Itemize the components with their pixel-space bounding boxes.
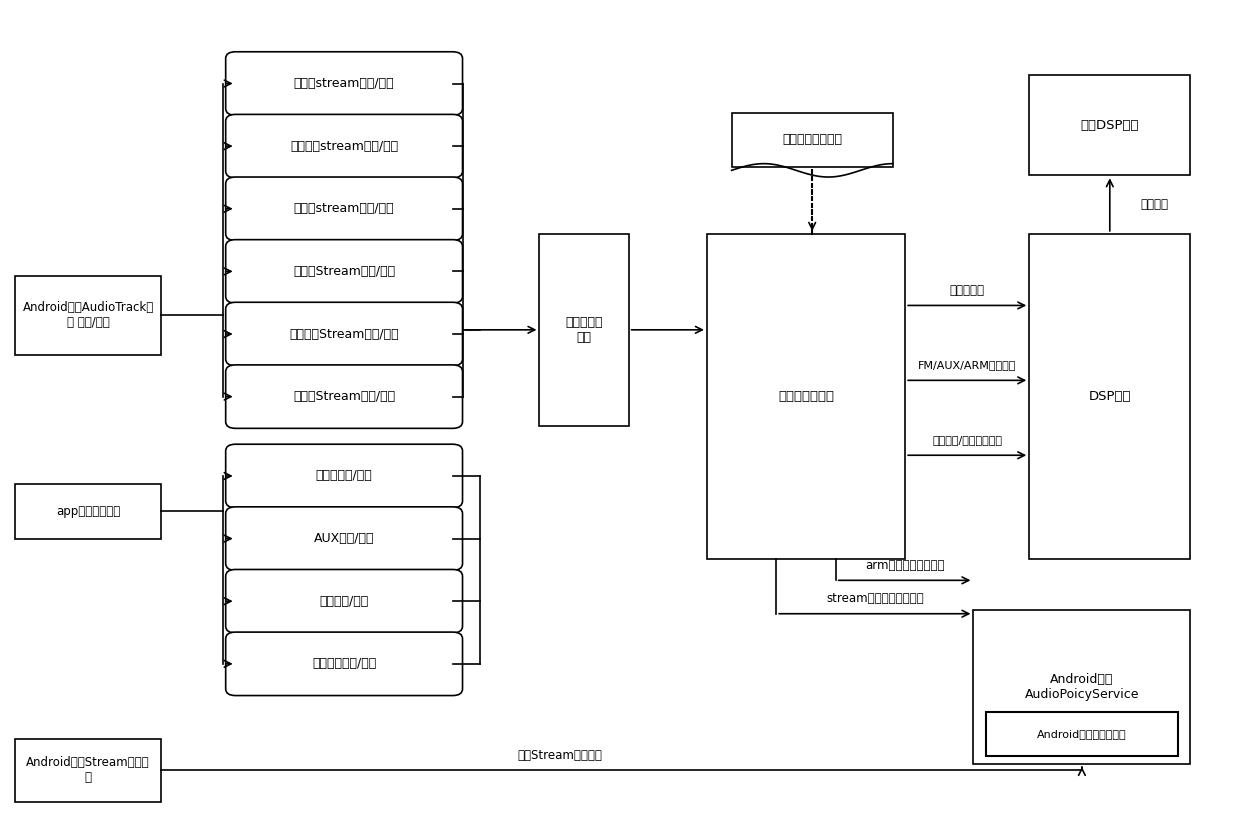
Text: 音源切换/输出通道切换: 音源切换/输出通道切换 (932, 435, 1002, 445)
Text: 媒体音Stream开始/结束: 媒体音Stream开始/结束 (293, 390, 396, 403)
Text: FM/AUX/ARM混音调节: FM/AUX/ARM混音调节 (918, 361, 1017, 370)
Text: 语音控制开始/结束: 语音控制开始/结束 (312, 657, 376, 671)
FancyBboxPatch shape (732, 113, 893, 167)
FancyBboxPatch shape (707, 234, 905, 559)
FancyBboxPatch shape (15, 276, 161, 355)
Text: 语音控制Stream开始/结束: 语音控制Stream开始/结束 (289, 327, 399, 341)
Text: stream音轨混音音量调节: stream音轨混音音量调节 (826, 592, 924, 605)
Text: 音频策略控制器: 音频策略控制器 (777, 390, 835, 403)
Text: 音频策略配置文件: 音频策略配置文件 (782, 134, 842, 146)
FancyBboxPatch shape (226, 569, 463, 633)
FancyBboxPatch shape (15, 484, 161, 539)
Text: arm设备输出设备选择: arm设备输出设备选择 (864, 559, 945, 572)
Text: DSP服务: DSP服务 (1089, 390, 1131, 403)
FancyBboxPatch shape (226, 52, 463, 115)
Text: AUX播放/停止: AUX播放/停止 (314, 532, 374, 545)
FancyBboxPatch shape (226, 444, 463, 508)
Text: 串口控制: 串口控制 (1141, 198, 1169, 211)
Text: 警告音Stream开始/结束: 警告音Stream开始/结束 (293, 265, 396, 278)
Text: 按键音stream开始/结束: 按键音stream开始/结束 (294, 202, 394, 215)
Text: Android混音音量控制器: Android混音音量控制器 (1037, 729, 1127, 739)
FancyBboxPatch shape (226, 240, 463, 303)
FancyBboxPatch shape (986, 712, 1178, 756)
Text: 蓝牙电话stream开始/结束: 蓝牙电话stream开始/结束 (290, 139, 398, 153)
FancyBboxPatch shape (226, 302, 463, 366)
Text: Android原生Stream音量调
节: Android原生Stream音量调 节 (26, 757, 150, 784)
FancyBboxPatch shape (15, 739, 161, 802)
FancyBboxPatch shape (539, 234, 629, 426)
FancyBboxPatch shape (1029, 75, 1190, 175)
Text: Android原生
AudioPoicyService: Android原生 AudioPoicyService (1024, 673, 1140, 701)
Text: app调用系统接口: app调用系统接口 (56, 505, 120, 518)
Text: 倒车开始/结束: 倒车开始/结束 (320, 595, 368, 608)
Text: 音频状态采
集器: 音频状态采 集器 (565, 316, 603, 344)
Text: 原生Stream音量调节: 原生Stream音量调节 (517, 749, 601, 762)
Text: 主音量调节: 主音量调节 (950, 284, 985, 297)
Text: 收音机播放/停止: 收音机播放/停止 (316, 469, 372, 483)
FancyBboxPatch shape (226, 632, 463, 696)
FancyBboxPatch shape (226, 114, 463, 178)
FancyBboxPatch shape (1029, 234, 1190, 559)
Text: Android标准AudioTrack音
频 播放/停止: Android标准AudioTrack音 频 播放/停止 (22, 301, 154, 329)
FancyBboxPatch shape (226, 365, 463, 428)
FancyBboxPatch shape (973, 610, 1190, 764)
FancyBboxPatch shape (226, 507, 463, 570)
Text: 导航音stream开始/结束: 导航音stream开始/结束 (294, 77, 394, 90)
Text: 外挂DSP系统: 外挂DSP系统 (1080, 119, 1140, 132)
FancyBboxPatch shape (226, 177, 463, 240)
